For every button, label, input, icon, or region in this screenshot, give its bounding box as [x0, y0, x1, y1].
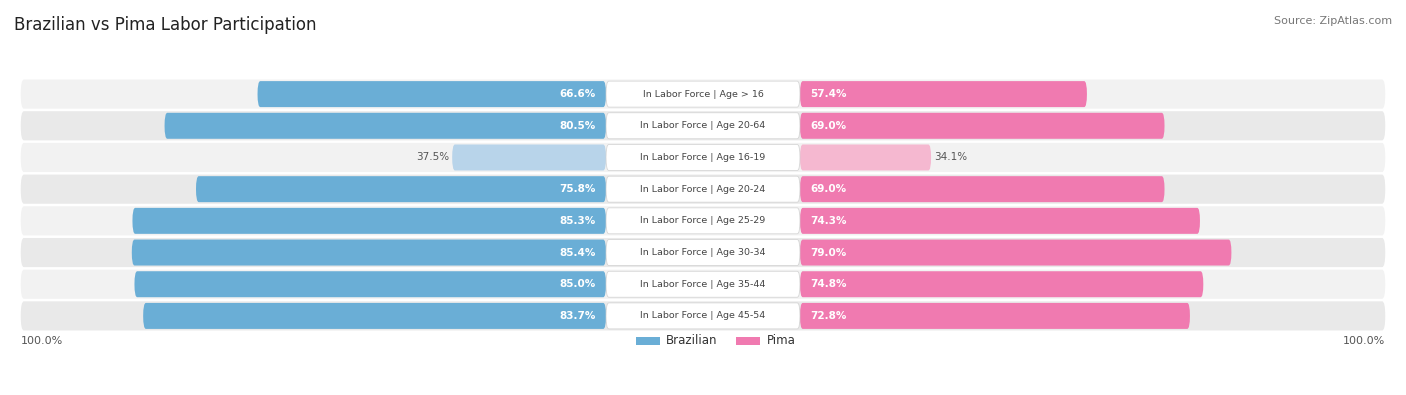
FancyBboxPatch shape — [606, 271, 800, 297]
FancyBboxPatch shape — [165, 113, 606, 139]
Bar — [636, 337, 659, 344]
Text: In Labor Force | Age 45-54: In Labor Force | Age 45-54 — [640, 311, 766, 320]
FancyBboxPatch shape — [606, 303, 800, 329]
Text: 85.3%: 85.3% — [560, 216, 596, 226]
FancyBboxPatch shape — [800, 208, 1199, 234]
FancyBboxPatch shape — [800, 239, 1232, 265]
Text: Pima: Pima — [766, 334, 796, 347]
FancyBboxPatch shape — [135, 271, 606, 297]
Text: 79.0%: 79.0% — [810, 248, 846, 258]
Text: 74.8%: 74.8% — [810, 279, 846, 289]
FancyBboxPatch shape — [21, 270, 1385, 299]
Text: Brazilian: Brazilian — [666, 334, 717, 347]
FancyBboxPatch shape — [21, 143, 1385, 172]
Text: 75.8%: 75.8% — [560, 184, 596, 194]
Text: In Labor Force | Age 20-64: In Labor Force | Age 20-64 — [640, 121, 766, 130]
FancyBboxPatch shape — [257, 81, 606, 107]
FancyBboxPatch shape — [21, 79, 1385, 109]
FancyBboxPatch shape — [21, 111, 1385, 140]
Text: 57.4%: 57.4% — [810, 89, 846, 99]
FancyBboxPatch shape — [453, 145, 606, 171]
FancyBboxPatch shape — [132, 208, 606, 234]
FancyBboxPatch shape — [606, 208, 800, 234]
FancyBboxPatch shape — [195, 176, 606, 202]
Text: 83.7%: 83.7% — [560, 311, 596, 321]
Text: 69.0%: 69.0% — [810, 184, 846, 194]
FancyBboxPatch shape — [21, 206, 1385, 235]
FancyBboxPatch shape — [606, 81, 800, 107]
FancyBboxPatch shape — [606, 176, 800, 202]
FancyBboxPatch shape — [21, 238, 1385, 267]
Text: 37.5%: 37.5% — [416, 152, 449, 162]
Bar — [737, 337, 759, 344]
FancyBboxPatch shape — [800, 145, 931, 171]
Text: 100.0%: 100.0% — [1343, 336, 1385, 346]
FancyBboxPatch shape — [21, 301, 1385, 331]
Text: Brazilian vs Pima Labor Participation: Brazilian vs Pima Labor Participation — [14, 16, 316, 34]
FancyBboxPatch shape — [800, 176, 1164, 202]
Text: 34.1%: 34.1% — [935, 152, 967, 162]
FancyBboxPatch shape — [800, 271, 1204, 297]
FancyBboxPatch shape — [21, 175, 1385, 204]
Text: 66.6%: 66.6% — [560, 89, 596, 99]
Text: In Labor Force | Age 35-44: In Labor Force | Age 35-44 — [640, 280, 766, 289]
Text: In Labor Force | Age 25-29: In Labor Force | Age 25-29 — [640, 216, 766, 226]
FancyBboxPatch shape — [800, 303, 1189, 329]
FancyBboxPatch shape — [606, 113, 800, 139]
Text: 80.5%: 80.5% — [560, 121, 596, 131]
Text: In Labor Force | Age 20-24: In Labor Force | Age 20-24 — [640, 185, 766, 194]
Text: 100.0%: 100.0% — [21, 336, 63, 346]
Text: In Labor Force | Age 16-19: In Labor Force | Age 16-19 — [640, 153, 766, 162]
FancyBboxPatch shape — [143, 303, 606, 329]
Text: In Labor Force | Age 30-34: In Labor Force | Age 30-34 — [640, 248, 766, 257]
FancyBboxPatch shape — [132, 239, 606, 265]
Text: 85.0%: 85.0% — [560, 279, 596, 289]
Text: In Labor Force | Age > 16: In Labor Force | Age > 16 — [643, 90, 763, 99]
Text: 74.3%: 74.3% — [810, 216, 846, 226]
Text: Source: ZipAtlas.com: Source: ZipAtlas.com — [1274, 16, 1392, 26]
FancyBboxPatch shape — [800, 113, 1164, 139]
FancyBboxPatch shape — [800, 81, 1087, 107]
FancyBboxPatch shape — [606, 145, 800, 171]
Text: 72.8%: 72.8% — [810, 311, 846, 321]
Text: 85.4%: 85.4% — [560, 248, 596, 258]
Text: 69.0%: 69.0% — [810, 121, 846, 131]
FancyBboxPatch shape — [606, 239, 800, 265]
